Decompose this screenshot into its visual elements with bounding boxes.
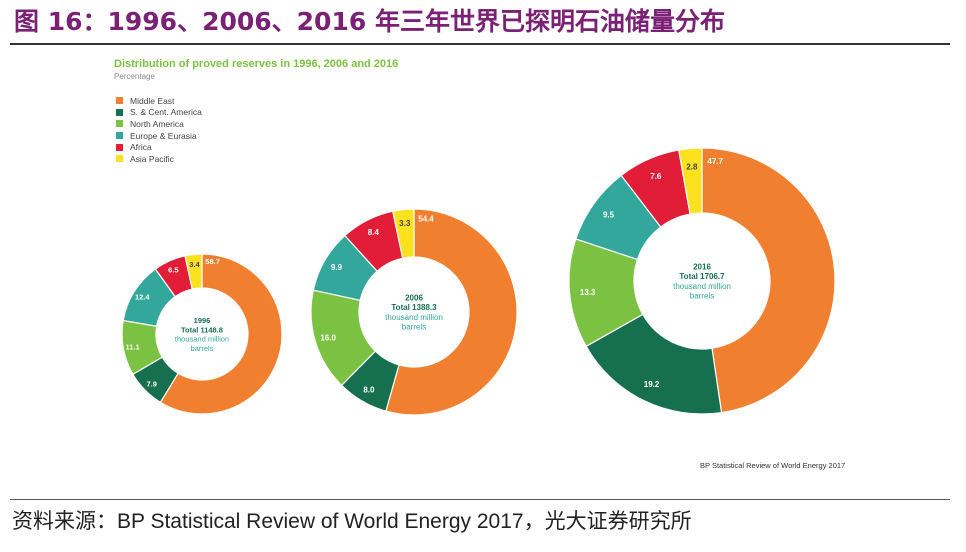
donut-2006-center-unit-line2: barrels xyxy=(402,323,426,332)
donut-1996-label-north-america: 11.1 xyxy=(126,343,140,352)
donut-1996-slice-middle-east xyxy=(159,253,283,415)
legend-label: Middle East xyxy=(130,95,175,106)
donut-2016-center-year: 2016 xyxy=(693,262,711,271)
donut-2006-center-total: Total 1388.3 xyxy=(391,303,437,312)
legend-item-europe-eurasia: Europe & Eurasia xyxy=(116,130,202,142)
donut-1996-center-total: Total 1148.8 xyxy=(181,325,223,334)
donut-2006-label-europe-eurasia: 9.9 xyxy=(331,263,343,272)
donut-1996-label-middle-east: 58.7 xyxy=(205,257,220,266)
donut-1996-center-year: 1996 xyxy=(194,316,211,325)
donut-2006-center-year: 2006 xyxy=(405,293,423,302)
legend-label: Asia Pacific xyxy=(130,153,174,164)
donut-2016-slice-middle-east xyxy=(701,147,836,414)
donut-2016-label-north-america: 13.3 xyxy=(580,288,596,297)
chart-source-note: BP Statistical Review of World Energy 20… xyxy=(700,461,846,470)
figure-title: 图 16：1996、2006、2016 年三年世界已探明石油储量分布 xyxy=(14,7,725,36)
donut-2006-slice-asia-pacific xyxy=(392,208,415,259)
donut-2016-slice-asia-pacific xyxy=(678,147,703,215)
donut-2016-center-unit-line2: barrels xyxy=(690,292,714,301)
donut-1996-center-unit-line1: thousand million xyxy=(175,335,229,344)
top-divider xyxy=(10,43,950,45)
donut-1996-label-s-cent-america: 7.9 xyxy=(146,379,156,388)
legend-item-asia-pacific: Asia Pacific xyxy=(116,153,202,165)
donut-2016-center-total: Total 1706.7 xyxy=(679,272,725,281)
legend-item-s-cent-america: S. & Cent. America xyxy=(116,107,202,119)
donut-2006-slice-middle-east xyxy=(385,208,518,416)
donut-2016-slice-s-cent-america xyxy=(585,313,723,415)
legend-label: North America xyxy=(130,118,184,129)
legend-label: S. & Cent. America xyxy=(130,107,202,118)
donut-2006-label-middle-east: 54.4 xyxy=(418,215,434,224)
chart-title: Distribution of proved reserves in 1996,… xyxy=(114,58,399,70)
legend-swatch xyxy=(116,108,123,116)
legend-swatch xyxy=(116,132,123,140)
legend-label: Europe & Eurasia xyxy=(130,130,197,141)
donut-2006-label-s-cent-america: 8.0 xyxy=(363,385,375,394)
donut-1996-label-africa: 6.5 xyxy=(168,266,178,275)
donut-1996-slice-asia-pacific xyxy=(184,253,203,290)
donut-2016-label-s-cent-america: 19.2 xyxy=(644,380,660,389)
legend-swatch xyxy=(116,97,123,105)
donut-2006-center-unit-line1: thousand million xyxy=(385,313,443,322)
bottom-divider xyxy=(10,499,950,500)
donut-2016-label-middle-east: 47.7 xyxy=(707,157,723,166)
chart-subtitle: Percentage xyxy=(114,72,155,81)
chart-legend: Middle East S. & Cent. America North Ame… xyxy=(116,95,202,165)
legend-swatch xyxy=(116,143,123,151)
donut-2016-label-asia-pacific: 2.8 xyxy=(686,163,698,172)
donut-2006-label-north-america: 16.0 xyxy=(320,334,336,343)
legend-swatch xyxy=(116,120,123,128)
donut-2016-label-africa: 7.6 xyxy=(650,172,662,181)
donut-1996-center-unit-line2: barrels xyxy=(191,344,214,353)
legend-item-north-america: North America xyxy=(116,118,202,130)
legend-swatch xyxy=(116,155,123,163)
donut-2006-label-africa: 8.4 xyxy=(368,228,380,237)
legend-item-middle-east: Middle East xyxy=(116,95,202,107)
donut-1996-label-europe-eurasia: 12.4 xyxy=(135,293,150,302)
donut-1996-label-asia-pacific: 3.4 xyxy=(189,260,200,269)
legend-label: Africa xyxy=(130,142,152,153)
source-footer: 资料来源：BP Statistical Review of World Ener… xyxy=(12,510,692,533)
donut-2016-center-unit-line1: thousand million xyxy=(673,282,731,291)
legend-item-africa: Africa xyxy=(116,141,202,153)
donut-2006-label-asia-pacific: 3.3 xyxy=(399,219,411,228)
donut-2016-label-europe-eurasia: 9.5 xyxy=(603,210,615,219)
